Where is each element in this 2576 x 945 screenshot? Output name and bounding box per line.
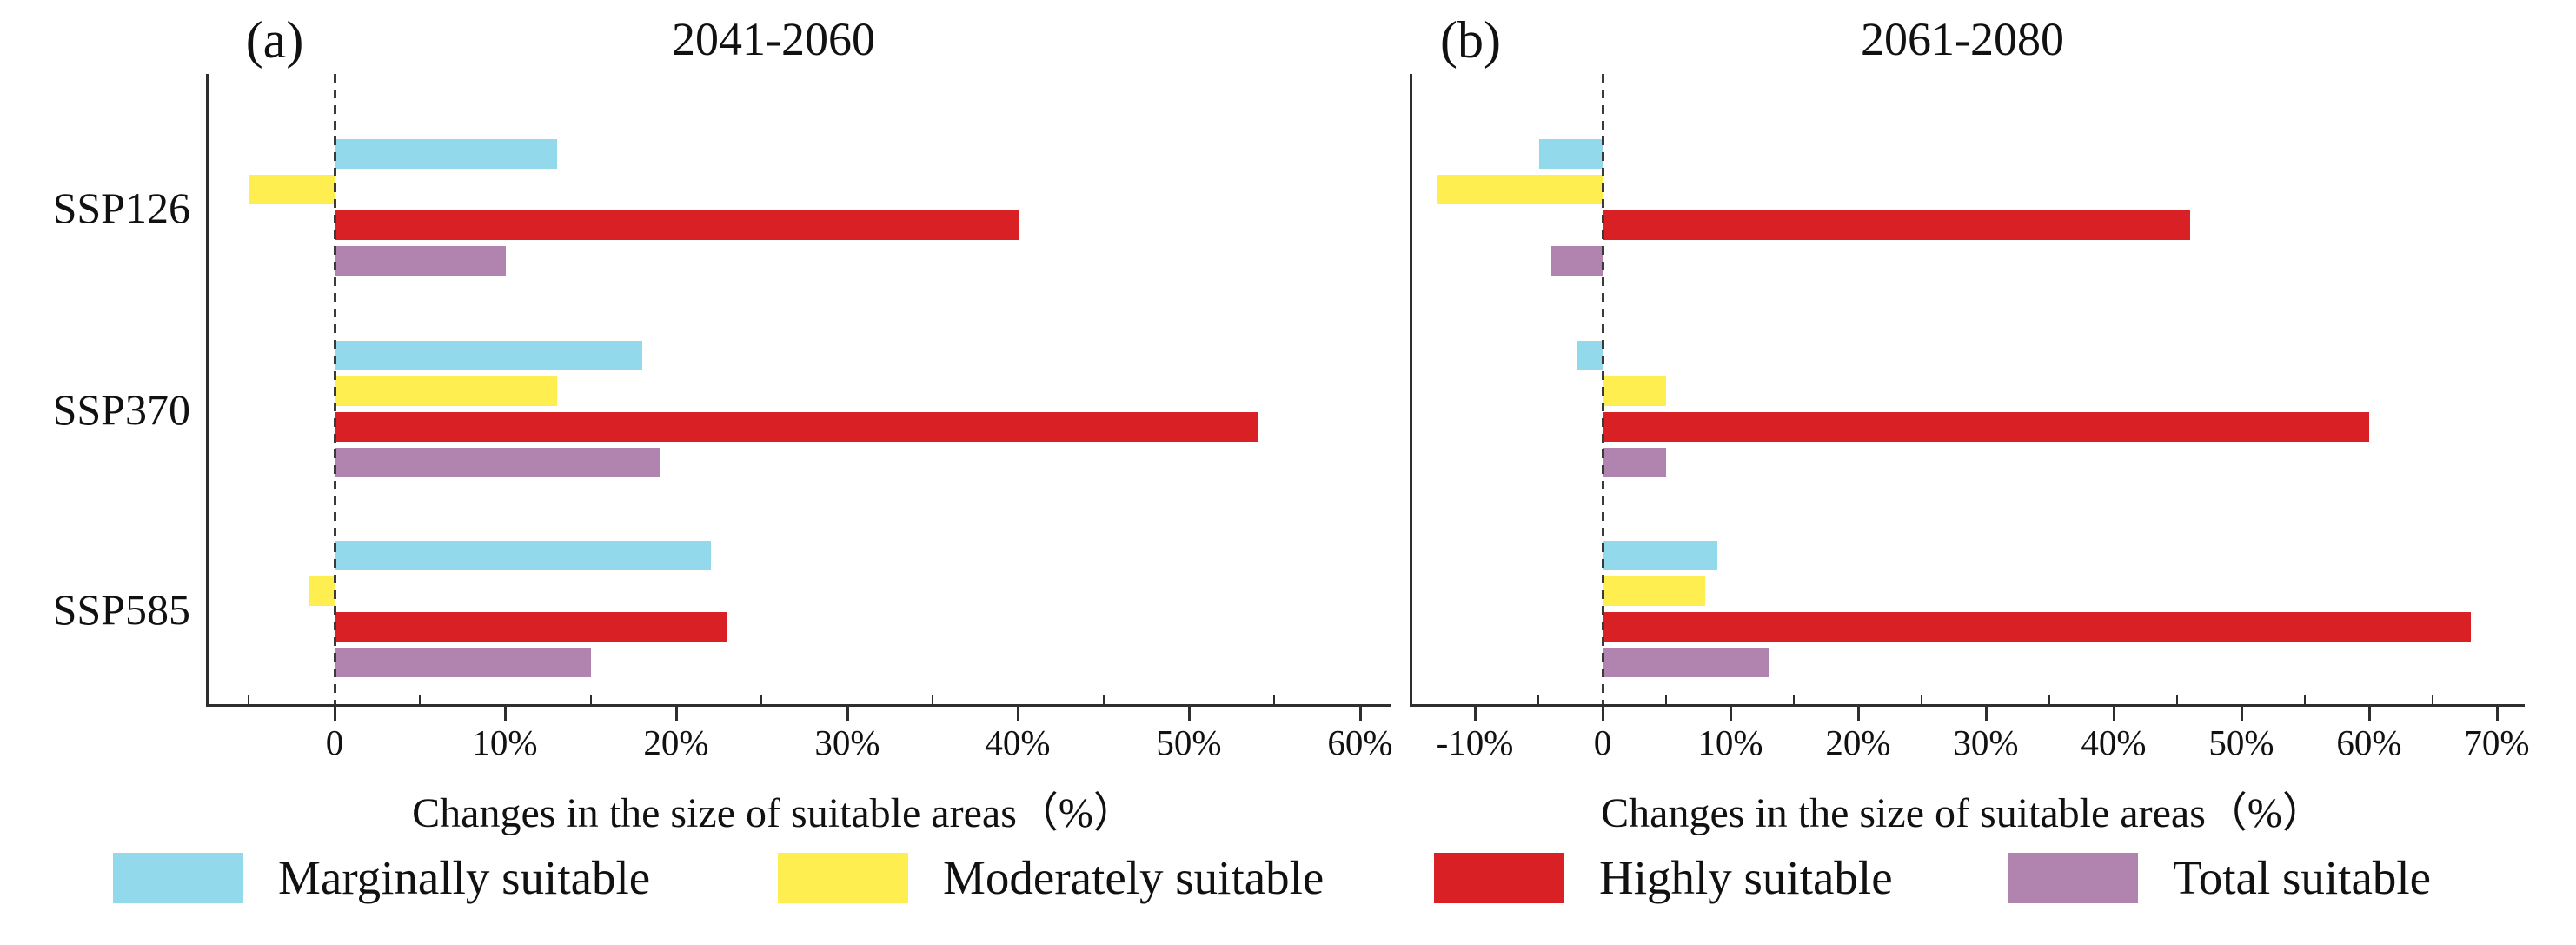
bar-ssp585-marginally xyxy=(335,541,711,570)
x-axis-tick-label: 30% xyxy=(814,722,880,762)
x-axis-line xyxy=(1410,704,2525,707)
x-axis-tick xyxy=(1857,707,1860,721)
bar-ssp126-total xyxy=(335,246,506,276)
bar-ssp370-marginally xyxy=(1577,341,1603,370)
bar-ssp585-moderately xyxy=(1603,576,1705,606)
x-axis-title: Changes in the size of suitable areas（%） xyxy=(412,790,1135,836)
x-axis-minor-tick xyxy=(1537,695,1539,704)
category-label-ssp126: SSP126 xyxy=(52,183,190,232)
bar-ssp126-marginally xyxy=(1539,139,1603,169)
x-axis-tick xyxy=(2113,707,2115,721)
bar-ssp585-highly xyxy=(1603,612,2471,642)
x-axis-tick-label: 30% xyxy=(1953,722,2019,762)
x-axis-tick-label: 50% xyxy=(2208,722,2274,762)
category-label-ssp370: SSP370 xyxy=(52,384,190,434)
x-axis-minor-tick xyxy=(1793,695,1795,704)
x-axis-tick-label: -10% xyxy=(1436,722,1514,762)
legend-label-moderately: Moderately suitable xyxy=(943,851,1325,904)
x-axis-tick-label: 50% xyxy=(1156,722,1222,762)
zero-baseline xyxy=(1602,74,1604,704)
x-axis-tick xyxy=(846,707,849,721)
legend-label-total: Total suitable xyxy=(2173,851,2432,904)
x-axis-minor-tick xyxy=(248,695,249,704)
x-axis-tick-label: 60% xyxy=(1327,722,1393,762)
x-axis-tick xyxy=(1188,707,1191,721)
chart-title: 2041-2060 xyxy=(672,13,875,65)
zero-baseline xyxy=(334,74,336,704)
bar-ssp126-moderately xyxy=(1437,175,1603,204)
x-axis-tick-label: 0 xyxy=(1593,722,1612,762)
x-axis-tick xyxy=(1602,707,1604,721)
bar-ssp370-marginally xyxy=(335,341,642,370)
bar-ssp126-marginally xyxy=(335,139,557,169)
x-axis-minor-tick xyxy=(419,695,421,704)
bar-ssp370-highly xyxy=(1603,412,2369,442)
legend-swatch-moderately xyxy=(778,853,908,903)
bar-ssp126-highly xyxy=(1603,210,2190,240)
x-axis-minor-tick xyxy=(590,695,592,704)
x-axis-tick-label: 20% xyxy=(643,722,709,762)
x-axis-minor-tick xyxy=(2176,695,2178,704)
bar-ssp585-total xyxy=(1603,648,1769,677)
x-axis-minor-tick xyxy=(2048,695,2050,704)
y-axis-line xyxy=(206,74,209,707)
x-axis-tick xyxy=(675,707,678,721)
x-axis-tick xyxy=(2496,707,2499,721)
bar-ssp585-total xyxy=(335,648,591,677)
x-axis-tick-label: 20% xyxy=(1825,722,1891,762)
x-axis-tick xyxy=(2241,707,2243,721)
legend-label-marginally: Marginally suitable xyxy=(278,851,651,904)
y-axis-line xyxy=(1410,74,1412,707)
bar-ssp585-moderately xyxy=(309,576,335,606)
x-axis-minor-tick xyxy=(1921,695,1922,704)
x-axis-tick xyxy=(1730,707,1732,721)
legend-swatch-total xyxy=(2008,853,2138,903)
x-axis-line xyxy=(206,704,1391,707)
bar-ssp370-moderately xyxy=(335,376,557,406)
x-axis-tick-label: 0 xyxy=(325,722,344,762)
chart-title: 2061-2080 xyxy=(1861,13,2064,65)
x-axis-minor-tick xyxy=(760,695,762,704)
legend-swatch-highly xyxy=(1434,853,1564,903)
x-axis-minor-tick xyxy=(2432,695,2433,704)
bar-ssp370-total xyxy=(335,448,660,477)
bar-ssp370-highly xyxy=(335,412,1258,442)
x-axis-minor-tick xyxy=(2304,695,2306,704)
legend: Marginally suitable Moderately suitable Hi… xyxy=(0,848,2576,930)
x-axis-tick xyxy=(2368,707,2371,721)
x-axis-minor-tick xyxy=(1273,695,1275,704)
x-axis-tick xyxy=(504,707,507,721)
x-axis-minor-tick xyxy=(932,695,933,704)
x-axis-tick-label: 40% xyxy=(2081,722,2147,762)
panel-label: (b) xyxy=(1440,11,1501,69)
bar-ssp585-marginally xyxy=(1603,541,1717,570)
x-axis-tick-label: 70% xyxy=(2464,722,2530,762)
bar-ssp126-highly xyxy=(335,210,1019,240)
x-axis-minor-tick xyxy=(1665,695,1667,704)
bar-ssp370-total xyxy=(1603,448,1666,477)
bar-ssp126-total xyxy=(1551,246,1603,276)
bar-ssp370-moderately xyxy=(1603,376,1666,406)
x-axis-tick-label: 40% xyxy=(985,722,1051,762)
x-axis-tick xyxy=(1985,707,1988,721)
x-axis-tick xyxy=(1017,707,1019,721)
x-axis-minor-tick xyxy=(1410,695,1411,704)
legend-swatch-marginally xyxy=(113,853,243,903)
bar-ssp126-moderately xyxy=(249,175,335,204)
x-axis-minor-tick xyxy=(1103,695,1105,704)
category-label-ssp585: SSP585 xyxy=(52,584,190,634)
x-axis-tick-label: 60% xyxy=(2336,722,2402,762)
legend-label-highly: Highly suitable xyxy=(1599,851,1893,904)
x-axis-tick xyxy=(1359,707,1362,721)
x-axis-tick-label: 10% xyxy=(472,722,538,762)
x-axis-title: Changes in the size of suitable areas（%） xyxy=(1601,790,2324,836)
x-axis-tick-label: 10% xyxy=(1697,722,1763,762)
bar-ssp585-highly xyxy=(335,612,727,642)
x-axis-tick xyxy=(334,707,336,721)
panel-label: (a) xyxy=(245,11,304,69)
x-axis-tick xyxy=(1474,707,1477,721)
